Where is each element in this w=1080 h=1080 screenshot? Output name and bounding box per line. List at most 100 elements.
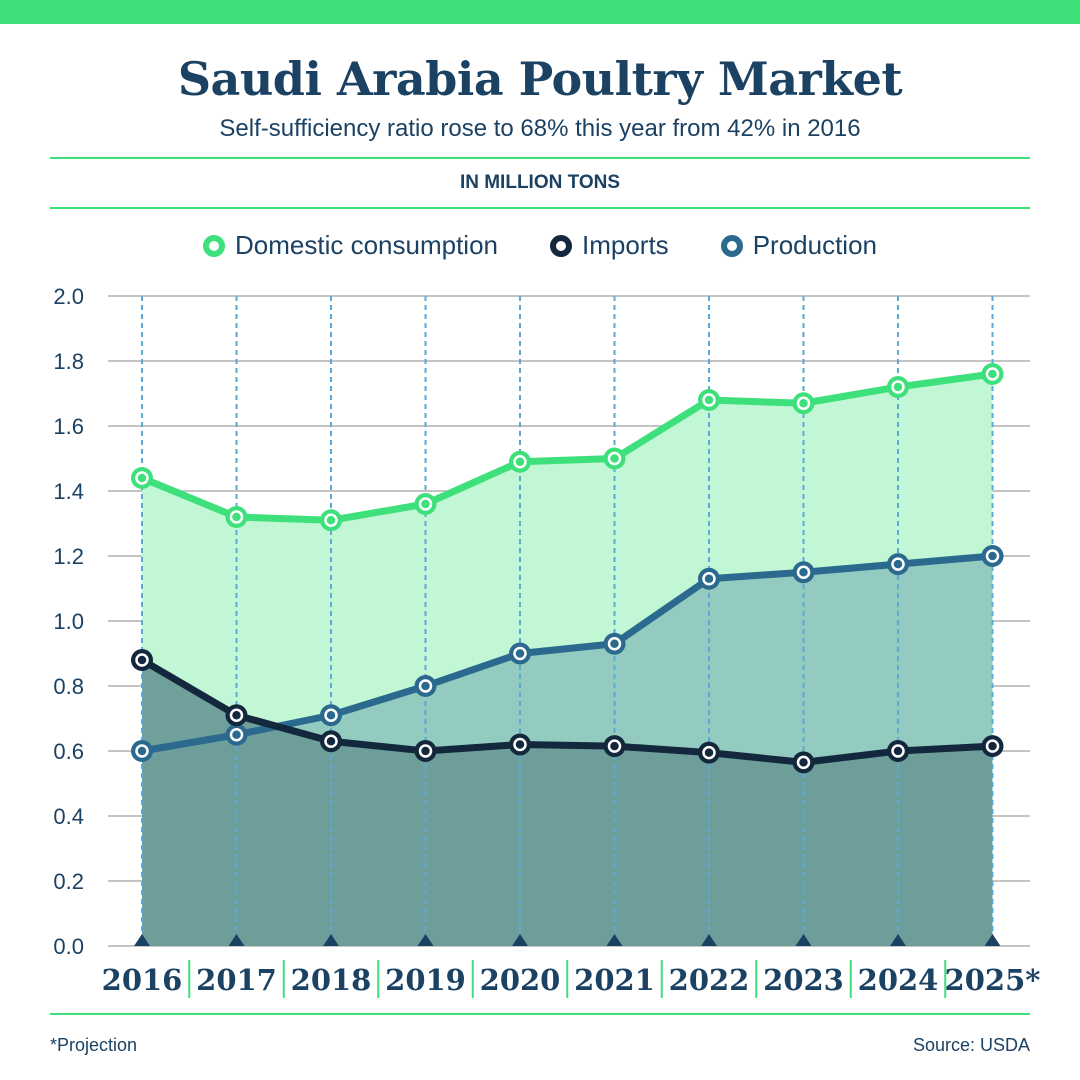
production-point <box>887 553 909 576</box>
production-point-ring <box>229 728 244 742</box>
imports-point-ring <box>418 744 433 758</box>
x-axis-marker <box>323 934 339 946</box>
consumption-point <box>131 467 153 489</box>
production-point-ring <box>891 557 905 571</box>
production-point <box>509 642 531 665</box>
consumption-point-ring <box>324 513 338 527</box>
source-note: Source: USDA <box>912 1035 1030 1055</box>
x-axis-marker <box>890 934 906 946</box>
y-tick-label: 1.0 <box>53 609 84 634</box>
legend-item-imports: Imports <box>550 230 669 261</box>
consumption-point <box>887 376 909 398</box>
imports-point-ring <box>324 734 338 748</box>
x-tick-label: 2017 <box>196 963 277 997</box>
consumption-point-ring <box>513 455 527 469</box>
legend-item-production: Production <box>720 230 877 261</box>
units-label: IN MILLION TONS <box>459 172 621 193</box>
imports-point-ring <box>985 739 1000 753</box>
legend-marker-consumption <box>203 234 225 257</box>
production-point-ring <box>418 679 433 693</box>
consumption-point-ring <box>135 471 149 485</box>
production-point-ring <box>796 565 811 579</box>
legend-marker-production <box>720 234 743 257</box>
imports-point <box>792 751 815 774</box>
x-axis-marker <box>417 934 434 946</box>
x-axis-marker <box>701 934 717 946</box>
chart-title: Saudi Arabia Poultry Market <box>177 52 903 106</box>
production-point-ring <box>135 744 149 758</box>
imports-point-ring <box>891 744 905 758</box>
consumption-point <box>509 450 531 473</box>
imports-point-ring <box>796 755 811 770</box>
y-tick-label: 0.6 <box>53 739 84 764</box>
x-axis-marker <box>134 934 150 946</box>
imports-point-ring <box>702 745 716 760</box>
imports-line <box>140 656 993 766</box>
footer-divider <box>50 1013 1030 1015</box>
header-divider <box>50 157 1030 159</box>
imports-point <box>981 735 1004 758</box>
legend-label-consumption: Domestic consumption <box>235 230 498 260</box>
imports-point <box>887 740 909 762</box>
production-point <box>603 632 626 655</box>
x-tick-label: 2016 <box>102 963 183 997</box>
chart-legend: Domestic consumption Imports Production <box>0 230 1080 261</box>
imports-point-ring <box>135 653 149 667</box>
consumption-point-ring <box>796 396 811 410</box>
production-point <box>698 567 720 590</box>
x-tick-label: 2023 <box>763 963 844 997</box>
consumption-point <box>603 447 626 470</box>
y-tick-label: 1.8 <box>53 349 84 374</box>
legend-item-consumption: Domestic consumption <box>203 230 498 261</box>
imports-point <box>320 730 342 753</box>
x-tick-label: 2024 <box>858 963 939 997</box>
production-point-ring <box>513 646 527 661</box>
x-tick-label: 2025* <box>945 963 1041 997</box>
imports-point <box>225 704 248 727</box>
production-point <box>320 704 342 727</box>
y-tick-label: 2.0 <box>53 284 84 309</box>
chart-subtitle: Self-sufficiency ratio rose to 68% this … <box>219 115 861 142</box>
x-tick-label: 2022 <box>669 963 750 997</box>
legend-label-production: Production <box>752 230 877 260</box>
x-axis-marker <box>512 934 528 946</box>
y-tick-label: 0.2 <box>53 869 84 894</box>
consumption-point-ring <box>891 380 905 394</box>
production-point-ring <box>985 549 1000 563</box>
x-axis-marker <box>984 934 1001 946</box>
imports-area <box>142 660 993 946</box>
y-tick-label: 0.0 <box>53 934 84 959</box>
y-tick-label: 0.4 <box>53 804 84 829</box>
production-point <box>131 740 153 762</box>
x-tick-label: 2018 <box>291 963 372 997</box>
production-point-ring <box>702 572 716 586</box>
x-tick-label: 2019 <box>385 963 466 997</box>
y-tick-label: 1.6 <box>53 414 84 439</box>
production-point <box>225 723 248 746</box>
x-axis-marker <box>606 934 623 946</box>
consumption-point <box>792 392 815 415</box>
projection-footnote: *Projection <box>50 1035 138 1055</box>
imports-point <box>509 733 531 756</box>
consumption-line <box>140 370 993 524</box>
consumption-point-ring <box>229 510 244 524</box>
imports-point-ring <box>607 739 622 753</box>
x-axis-marker <box>228 934 245 946</box>
consumption-point <box>981 363 1004 385</box>
legend-marker-imports <box>550 234 572 257</box>
production-point <box>414 675 437 697</box>
imports-point-ring <box>229 708 244 722</box>
x-axis-marker <box>795 934 812 946</box>
imports-point-ring <box>513 737 527 752</box>
y-tick-label: 1.2 <box>53 544 84 569</box>
consumption-point-ring <box>702 393 716 407</box>
consumption-point <box>414 493 437 515</box>
consumption-point-ring <box>985 367 1000 381</box>
imports-point <box>414 740 437 762</box>
y-tick-label: 0.8 <box>53 674 84 699</box>
production-point-ring <box>607 637 622 651</box>
consumption-point <box>698 389 720 411</box>
legend-label-imports: Imports <box>582 230 669 260</box>
consumption-point-ring <box>607 451 622 466</box>
